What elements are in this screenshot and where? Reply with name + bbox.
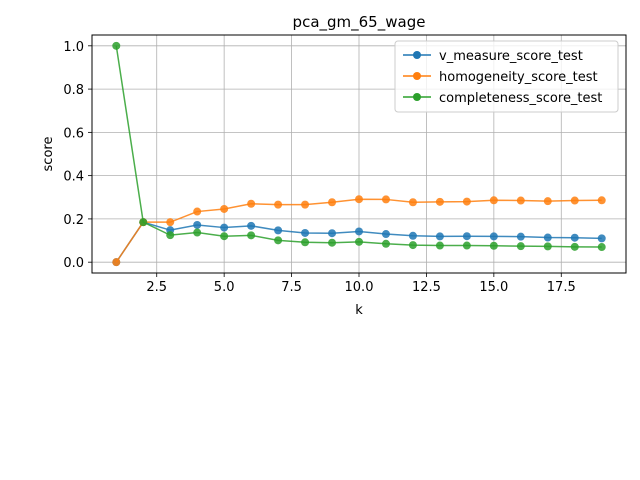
data-point bbox=[328, 238, 337, 247]
data-point bbox=[462, 197, 471, 206]
legend-marker bbox=[413, 72, 421, 80]
x-tick-label: 5.0 bbox=[214, 280, 235, 295]
data-point bbox=[570, 196, 579, 205]
x-tick-label: 17.5 bbox=[547, 280, 576, 295]
legend: v_measure_score_test homogeneity_score_te… bbox=[394, 40, 619, 113]
data-point bbox=[381, 195, 390, 204]
data-point bbox=[247, 221, 256, 230]
data-point bbox=[435, 197, 444, 206]
data-point bbox=[328, 198, 337, 207]
data-point bbox=[301, 238, 310, 247]
data-point bbox=[435, 241, 444, 250]
y-tick-label: 0.2 bbox=[63, 213, 84, 228]
legend-marker bbox=[413, 51, 421, 59]
data-point bbox=[193, 228, 202, 237]
x-tick-label: 7.5 bbox=[281, 280, 302, 295]
grid bbox=[92, 35, 626, 273]
data-point bbox=[543, 242, 552, 251]
x-tick-label: 10.0 bbox=[345, 280, 374, 295]
data-point bbox=[220, 232, 229, 241]
y-axis: 0.0 0.2 0.4 0.6 0.8 1.0 bbox=[63, 40, 92, 271]
data-point bbox=[489, 196, 498, 205]
y-tick-label: 0.4 bbox=[63, 170, 84, 185]
data-point bbox=[489, 241, 498, 250]
data-point bbox=[301, 228, 310, 237]
x-tick-label: 15.0 bbox=[479, 280, 508, 295]
data-point bbox=[193, 207, 202, 216]
y-tick-label: 0.6 bbox=[63, 126, 84, 141]
x-tick-label: 12.5 bbox=[412, 280, 441, 295]
legend-marker bbox=[413, 93, 421, 101]
data-point bbox=[381, 239, 390, 248]
data-point bbox=[408, 231, 417, 240]
series-layer bbox=[112, 41, 606, 267]
data-point bbox=[328, 229, 337, 238]
data-point bbox=[381, 230, 390, 239]
data-point bbox=[355, 237, 363, 246]
data-point bbox=[543, 233, 552, 242]
data-point bbox=[220, 204, 229, 213]
data-point bbox=[166, 218, 175, 227]
legend-entry: homogeneity_score_test bbox=[403, 70, 598, 85]
data-point bbox=[193, 220, 202, 229]
data-point bbox=[570, 233, 579, 242]
data-point bbox=[274, 236, 283, 245]
data-point bbox=[597, 196, 606, 205]
data-point bbox=[301, 200, 310, 209]
data-point bbox=[112, 258, 121, 267]
data-point bbox=[516, 242, 525, 251]
y-tick-label: 0.8 bbox=[63, 83, 84, 98]
data-point bbox=[355, 195, 363, 204]
chart-title: pca_gm_65_wage bbox=[293, 13, 426, 32]
data-point bbox=[408, 241, 417, 250]
data-point bbox=[166, 231, 175, 240]
y-tick-label: 1.0 bbox=[63, 40, 84, 55]
data-point bbox=[462, 232, 471, 241]
data-point bbox=[435, 232, 444, 241]
data-point bbox=[112, 41, 121, 50]
x-tick-label: 2.5 bbox=[146, 280, 167, 295]
data-point bbox=[220, 223, 229, 232]
data-point bbox=[597, 243, 606, 252]
x-axis: 2.5 5.0 7.5 10.0 12.5 15.0 17.5 bbox=[146, 273, 576, 295]
data-point bbox=[543, 197, 552, 206]
data-point bbox=[247, 231, 256, 240]
legend-entry: v_measure_score_test bbox=[403, 49, 583, 64]
series-completeness-score-test bbox=[112, 41, 606, 252]
data-point bbox=[489, 232, 498, 241]
data-point bbox=[597, 234, 606, 243]
series-homogeneity-score-test bbox=[112, 195, 606, 267]
data-point bbox=[516, 196, 525, 205]
data-point bbox=[247, 199, 256, 208]
data-point bbox=[516, 232, 525, 241]
y-axis-label: score bbox=[41, 137, 56, 172]
legend-label: completeness_score_test bbox=[439, 91, 602, 106]
legend-entry: completeness_score_test bbox=[403, 91, 602, 106]
data-point bbox=[355, 227, 363, 236]
data-point bbox=[408, 198, 417, 207]
legend-box bbox=[394, 40, 619, 113]
data-point bbox=[274, 200, 283, 209]
data-point bbox=[139, 218, 148, 227]
data-point bbox=[274, 226, 283, 235]
data-point bbox=[570, 242, 579, 251]
legend-label: homogeneity_score_test bbox=[439, 70, 598, 85]
legend-label: v_measure_score_test bbox=[439, 49, 583, 64]
x-axis-label: k bbox=[355, 303, 363, 318]
data-point bbox=[462, 241, 471, 250]
y-tick-label: 0.0 bbox=[63, 256, 84, 271]
